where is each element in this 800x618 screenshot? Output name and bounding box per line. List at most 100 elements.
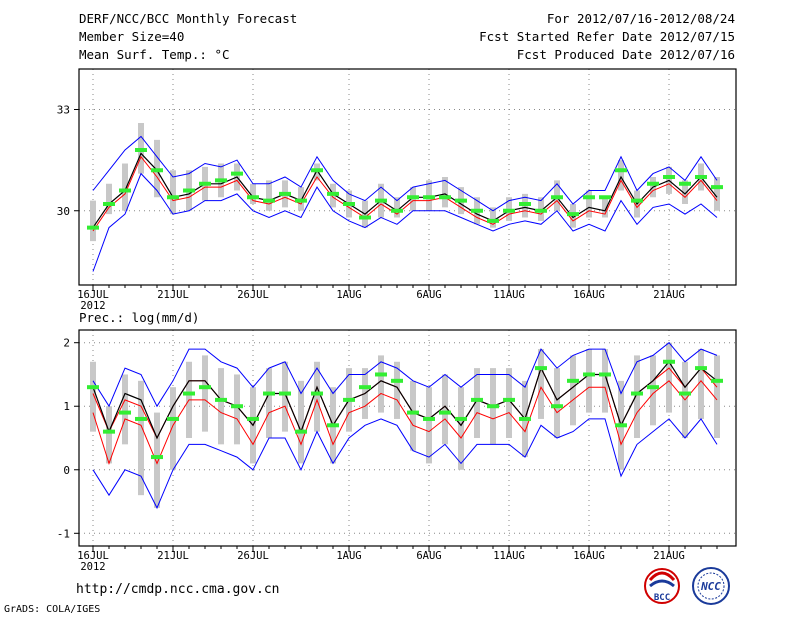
- observed-mark: [567, 212, 579, 217]
- observed-mark: [231, 171, 243, 176]
- observed-mark: [183, 188, 195, 193]
- variable-label-temp: Mean Surf. Temp.: °C: [79, 47, 230, 62]
- spread-bar: [170, 170, 176, 215]
- observed-mark: [535, 366, 547, 371]
- observed-mark: [183, 391, 195, 396]
- observed-mark: [151, 168, 163, 173]
- observed-mark: [119, 410, 131, 415]
- observed-mark: [279, 191, 291, 196]
- observed-mark: [295, 198, 307, 203]
- observed-mark: [711, 378, 723, 383]
- spread-bar: [602, 349, 608, 413]
- observed-mark: [311, 168, 323, 173]
- spread-bar: [698, 349, 704, 419]
- ncc-logo-text: NCC: [700, 580, 721, 593]
- observed-mark: [263, 198, 275, 203]
- x-tick-label: 16AUG: [573, 289, 605, 301]
- x-tick-label: 26JUL: [237, 550, 269, 562]
- plot-frame: [78, 329, 737, 547]
- spread-bar: [298, 380, 304, 464]
- ensemble-line: [92, 155, 718, 232]
- observed-mark: [647, 181, 659, 186]
- observed-mark: [503, 397, 515, 402]
- observed-mark: [631, 391, 643, 396]
- observed-mark: [455, 416, 467, 421]
- median-line: [92, 380, 718, 465]
- variable-label-precip: Prec.: log(mm/d): [79, 310, 199, 325]
- observed-mark: [247, 195, 259, 200]
- observed-mark: [295, 429, 307, 434]
- observed-mark: [631, 198, 643, 203]
- observed-mark: [327, 191, 339, 196]
- observed-mark: [199, 181, 211, 186]
- observed-mark: [615, 168, 627, 173]
- observed-mark: [391, 208, 403, 213]
- spread-bar: [586, 190, 592, 218]
- bcc-logo: BCC: [644, 568, 680, 604]
- spread-bar: [618, 160, 624, 191]
- spread-bar: [570, 355, 576, 426]
- spread-bar: [682, 180, 688, 204]
- x-tick-label: 6AUG: [416, 550, 441, 562]
- spread-bar: [426, 387, 432, 464]
- lower-bound-line: [92, 418, 718, 510]
- observed-mark: [471, 208, 483, 213]
- observed-mark: [87, 385, 99, 390]
- grads-credit: GrADS: COLA/IGES: [4, 604, 101, 615]
- observed-mark: [343, 397, 355, 402]
- chart-title: DERF/NCC/BCC Monthly Forecast: [79, 11, 298, 26]
- x-tick-label: 11AUG: [493, 550, 525, 562]
- observed-mark: [247, 416, 259, 421]
- y-tick-label: 1: [63, 400, 70, 413]
- spread-bar: [474, 368, 480, 438]
- fcst-started-date: Fcst Started Refer Date 2012/07/15: [479, 29, 735, 44]
- observed-mark: [551, 404, 563, 409]
- upper-bound-line: [92, 342, 718, 408]
- observed-mark: [679, 391, 691, 396]
- spread-bar: [394, 197, 400, 218]
- lower-bound-line: [92, 172, 718, 272]
- observed-mark: [327, 423, 339, 428]
- observed-mark: [215, 178, 227, 183]
- observed-mark: [551, 195, 563, 200]
- observed-mark: [439, 195, 451, 200]
- x-year-label: 2012: [80, 561, 105, 573]
- spread-bar: [266, 368, 272, 438]
- observed-mark: [103, 429, 115, 434]
- observed-mark: [135, 148, 147, 152]
- spread-bar: [506, 368, 512, 438]
- y-tick-label: 33: [57, 104, 70, 117]
- spread-bar: [314, 361, 320, 432]
- observed-mark: [391, 378, 403, 383]
- upper-bound-line: [92, 135, 718, 212]
- spread-bar: [714, 177, 720, 211]
- spread-bar: [106, 406, 112, 464]
- spread-bar: [90, 361, 96, 432]
- spread-bar: [282, 361, 288, 432]
- x-tick-label: 21JUL: [157, 289, 189, 301]
- x-tick-label: 16AUG: [573, 550, 605, 562]
- observed-mark: [135, 416, 147, 421]
- observed-mark: [167, 195, 179, 200]
- spread-bar: [106, 183, 112, 215]
- spread-bar: [714, 355, 720, 438]
- observed-mark: [423, 416, 435, 421]
- observed-mark: [487, 404, 499, 409]
- observed-mark: [615, 423, 627, 428]
- spread-bar: [442, 177, 448, 208]
- source-url[interactable]: http://cmdp.ncc.cma.gov.cn: [76, 582, 280, 597]
- observed-mark: [599, 195, 611, 200]
- x-tick-label: 21AUG: [653, 550, 685, 562]
- observed-mark: [471, 397, 483, 402]
- member-size: Member Size=40: [79, 29, 185, 44]
- plot-frame: [78, 68, 737, 286]
- spread-bar: [394, 361, 400, 419]
- observed-mark: [215, 397, 227, 402]
- observed-mark: [167, 416, 179, 421]
- x-tick-label: 11AUG: [493, 289, 525, 301]
- spread-bar: [138, 380, 144, 496]
- y-tick-label: -1: [57, 527, 70, 540]
- panel-precipitation: -1 0 1 2 16JUL 21JUL 26JUL 1AUG 6AUG 11AUG 16AUG 21…: [57, 329, 737, 573]
- observed-mark: [103, 202, 115, 206]
